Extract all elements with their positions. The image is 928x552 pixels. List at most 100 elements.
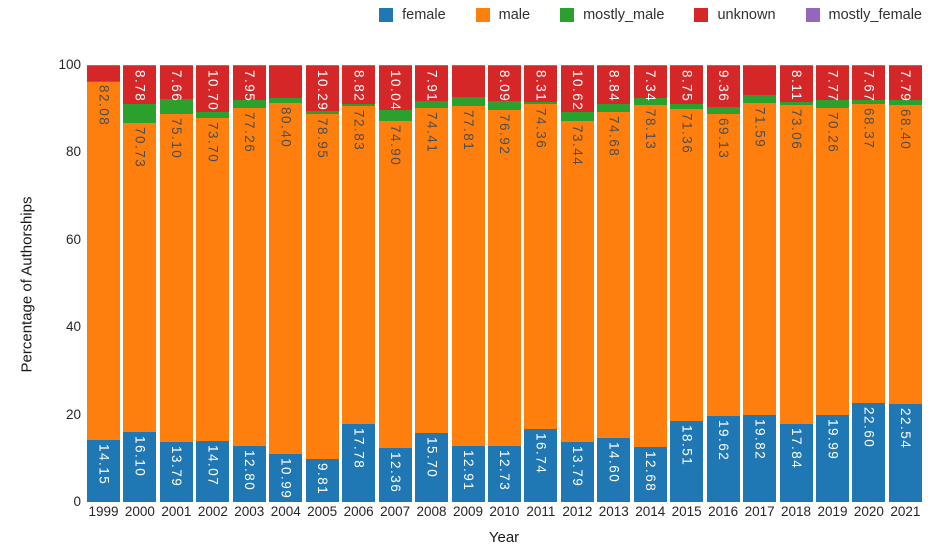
bar-segment-female — [305, 459, 339, 502]
x-tick-2018: 2018 — [781, 504, 812, 519]
bar-value-label-male: 68.40 — [898, 108, 914, 150]
y-axis-title: Percentage of Authorships — [18, 196, 36, 373]
bar-segment-unknown — [779, 66, 813, 102]
x-tick-2009: 2009 — [452, 504, 484, 519]
x-tick-2015: 2015 — [671, 504, 702, 519]
bar-segment-female — [342, 424, 376, 502]
bar-value-label-male: 76.92 — [497, 114, 513, 156]
bar-segment-mostly_female — [743, 65, 777, 67]
bar-segment-mostly_female — [159, 65, 193, 66]
x-tick-2007: 2007 — [380, 504, 411, 519]
bar-value-label-female: 12.68 — [643, 450, 658, 492]
bar-segment-mostly_female — [888, 65, 922, 67]
bar-segment-male — [269, 102, 303, 454]
bar-2016: 19.62 69.13 9.36 — [706, 65, 740, 502]
bar-segment-female — [888, 403, 922, 502]
legend-item-mostly_male: mostly_male — [560, 8, 664, 23]
bar-2003: 12.80 77.26 7.95 — [232, 65, 266, 502]
bar-segment-mostly_female — [232, 65, 266, 66]
bar-2004: 10.99 80.40 — [269, 65, 303, 502]
bar-segment-female — [269, 453, 303, 502]
bar-segment-unknown — [415, 66, 449, 101]
bar-segment-female — [87, 440, 120, 502]
bar-segment-male — [451, 105, 485, 446]
bar-value-label-female: 13.79 — [570, 445, 586, 488]
bar-segment-mostly_male — [342, 104, 376, 107]
bar-2015: 18.51 71.36 8.75 — [670, 65, 704, 502]
bar-segment-female — [633, 446, 667, 502]
x-tick-2014: 2014 — [635, 504, 666, 519]
y-tick-80: 80 — [65, 144, 81, 160]
bar-value-label-female: 12.91 — [460, 449, 476, 491]
bar-value-label-unknown: 10.70 — [205, 69, 221, 111]
bar-segment-unknown — [524, 65, 558, 102]
bar-segment-mostly_female — [415, 65, 449, 67]
bar-segment-unknown — [487, 66, 521, 102]
bar-value-label-male: 78.95 — [314, 118, 330, 160]
bar-value-label-male: 74.36 — [533, 107, 549, 150]
x-tick-2017: 2017 — [744, 504, 775, 519]
bar-value-label-female: 14.15 — [96, 444, 112, 486]
bar-value-label-unknown: 10.62 — [570, 69, 586, 111]
bar-value-label-unknown: 7.95 — [242, 69, 258, 102]
bar-segment-female — [159, 441, 193, 502]
legend-label: mostly_female — [828, 7, 922, 23]
bar-1999: 14.15 82.08 — [87, 65, 120, 502]
bar-segment-mostly_male — [196, 112, 230, 119]
bar-value-label-male: 69.13 — [715, 118, 731, 160]
bar-value-label-male: 75.10 — [169, 117, 185, 159]
bar-segment-mostly_male — [123, 104, 157, 123]
bar-segment-female — [232, 446, 266, 502]
bar-segment-mostly_female — [487, 65, 521, 67]
bar-segment-male — [232, 108, 266, 447]
x-tick-2003: 2003 — [234, 504, 265, 519]
bar-2011: 16.74 74.36 8.31 — [524, 65, 558, 502]
bar-value-label-unknown: 7.67 — [861, 70, 877, 103]
bar-segment-female — [524, 428, 558, 502]
bar-value-label-unknown: 7.79 — [898, 70, 914, 103]
y-tick-40: 40 — [65, 319, 81, 335]
bar-value-label-unknown: 9.36 — [715, 70, 731, 103]
x-tick-2011: 2011 — [526, 504, 556, 519]
bar-value-label-male: 73.70 — [205, 122, 221, 164]
bar-value-label-male: 80.40 — [278, 106, 294, 148]
bar-segment-male — [633, 105, 667, 447]
x-tick-2004: 2004 — [270, 504, 301, 519]
bar-2000: 16.10 70.73 8.78 — [123, 65, 157, 502]
legend-label: female — [402, 7, 446, 23]
x-tick-1999: 1999 — [88, 504, 119, 519]
x-tick-2006: 2006 — [343, 504, 374, 519]
legend-item-mostly_female: mostly_female — [805, 7, 922, 23]
bar-value-label-female: 22.54 — [898, 407, 914, 449]
bar-segment-mostly_male — [524, 101, 558, 104]
bar-segment-unknown — [633, 65, 667, 98]
bar-2014: 12.68 78.13 7.34 — [633, 65, 667, 502]
bar-value-label-unknown: 7.66 — [169, 69, 185, 102]
bar-value-label-male: 77.81 — [460, 109, 476, 151]
legend: female male mostly_male unknown mostly_femal… — [379, 8, 922, 23]
bar-2008: 15.70 74.41 7.91 — [415, 65, 449, 502]
bar-segment-female — [451, 445, 485, 502]
legend-label: mostly_male — [583, 7, 665, 23]
bar-value-label-female: 19.99 — [825, 418, 841, 460]
bar-2012: 13.79 73.44 10.62 — [560, 65, 594, 502]
bar-segment-unknown — [87, 65, 120, 82]
bar-2018: 17.84 73.06 8.11 — [779, 65, 813, 502]
bar-segment-unknown — [196, 65, 230, 113]
legend-swatch-icon — [560, 8, 575, 23]
bar-segment-male — [87, 81, 120, 441]
bar-segment-female — [706, 416, 740, 502]
bar-value-label-male: 70.26 — [825, 111, 841, 153]
bar-value-label-male: 71.36 — [679, 113, 695, 155]
bar-segment-mostly_male — [743, 95, 777, 103]
bar-value-label-male: 68.37 — [861, 108, 877, 150]
bar-value-label-female: 17.84 — [788, 428, 804, 470]
x-tick-2008: 2008 — [416, 504, 447, 519]
bar-segment-unknown — [269, 65, 303, 98]
y-tick-60: 60 — [65, 231, 81, 247]
bar-value-label-unknown: 8.82 — [351, 69, 367, 102]
bar-segment-female — [415, 433, 449, 502]
bar-2001: 13.79 75.10 7.66 — [159, 65, 193, 502]
bar-segment-mostly_female — [597, 65, 631, 66]
